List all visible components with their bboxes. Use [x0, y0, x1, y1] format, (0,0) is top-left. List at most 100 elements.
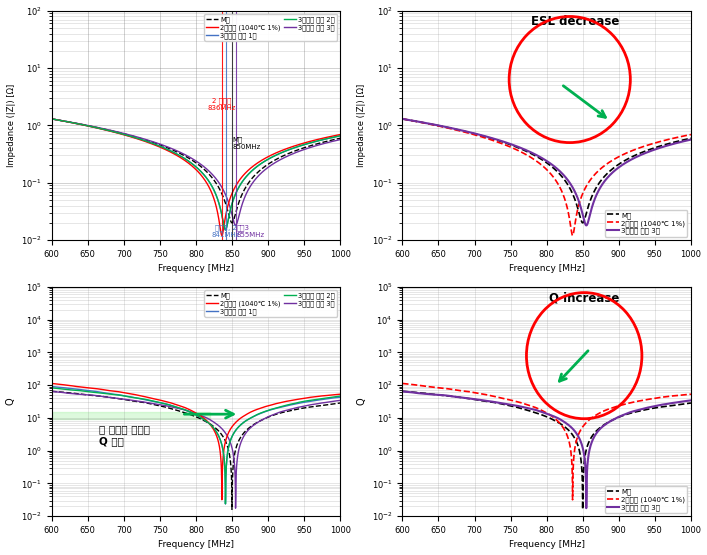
3차년도 설계 3안 [398, 115, 407, 122]
M사 [678, 137, 686, 143]
3차년도 설계 3안 [336, 397, 344, 403]
Y-axis label: Q: Q [6, 398, 16, 405]
2차년도 (1040℃ 1%) [413, 382, 421, 388]
2차년도 (1040℃ 1%) [539, 407, 547, 414]
M사 [413, 389, 421, 396]
3차년도 설계 3안 [539, 155, 547, 162]
3차년도 설계 2안 [221, 226, 230, 233]
Line: 2차년도 (1040℃ 1%): 2차년도 (1040℃ 1%) [402, 119, 691, 235]
3차년도 설계 2안 [221, 501, 230, 507]
Text: 2 차년도
836MHz: 2 차년도 836MHz [208, 97, 236, 111]
3차년도 설계 3안 [413, 390, 421, 396]
3차년도 설계 1안 [328, 395, 337, 401]
3차년도 설계 3안 [62, 390, 71, 396]
2차년도 (1040℃ 1%) [678, 133, 686, 139]
3차년도 설계 1안 [275, 150, 284, 157]
X-axis label: Frequency [MHz]: Frequency [MHz] [508, 541, 585, 549]
Text: Q increase: Q increase [549, 291, 619, 305]
M사 [578, 506, 587, 513]
M사 [275, 154, 284, 161]
2차년도 (1040℃ 1%) [568, 496, 577, 503]
3차년도 설계 2안 [180, 155, 189, 162]
M사 [336, 135, 344, 142]
Line: 3차년도 설계 3안: 3차년도 설계 3안 [52, 391, 340, 508]
M사 [679, 137, 687, 143]
Y-axis label: Q: Q [356, 398, 366, 405]
3차년도 설계 3안 [679, 398, 687, 405]
M사 [188, 157, 197, 164]
M사 [62, 118, 71, 125]
3차년도 설계 3안 [47, 115, 56, 122]
Y-axis label: Impedance (|Z|) [Ω]: Impedance (|Z|) [Ω] [357, 84, 366, 167]
3차년도 설계 1안 [221, 501, 230, 507]
3차년도 설계 3안 [47, 388, 56, 395]
3차년도 설계 2안 [275, 404, 284, 411]
3차년도 설계 3안 [275, 409, 284, 416]
3차년도 설계 3안 [231, 222, 240, 229]
3차년도 설계 2안 [180, 406, 189, 413]
3차년도 설계 3안 [679, 138, 687, 145]
2차년도 (1040℃ 1%) [336, 391, 344, 397]
Text: ESL decrease: ESL decrease [532, 16, 620, 28]
3차년도 설계 1안 [180, 406, 189, 413]
2차년도 (1040℃ 1%) [62, 382, 71, 388]
3차년도 설계 2안 [336, 133, 344, 139]
2차년도 (1040℃ 1%) [679, 133, 687, 139]
3차년도 설계 3안 [188, 409, 197, 416]
2차년도 (1040℃ 1%) [531, 157, 539, 163]
M사 [188, 412, 197, 418]
3차년도 설계 3안 [231, 505, 240, 512]
M사 [328, 137, 337, 143]
2차년도 (1040℃ 1%) [180, 157, 189, 163]
Legend: M사, 2차년도 (1040℃ 1%), 3차년도 설계 3안: M사, 2차년도 (1040℃ 1%), 3차년도 설계 3안 [604, 486, 687, 513]
3차년도 설계 3안 [686, 137, 695, 143]
3차년도 설계 1안 [47, 115, 56, 122]
3차년도 설계 2안 [328, 394, 337, 401]
3차년도 설계 1안 [188, 410, 197, 416]
2차년도 (1040℃ 1%) [626, 148, 634, 155]
Text: 설계1, 2
841MHz: 설계1, 2 841MHz [211, 224, 240, 238]
3차년도 설계 1안 [336, 394, 344, 401]
3차년도 설계 3안 [531, 406, 539, 413]
2차년도 (1040℃ 1%) [626, 400, 634, 406]
2차년도 (1040℃ 1%) [218, 496, 226, 503]
3차년도 설계 2안 [47, 115, 56, 122]
3차년도 설계 3안 [413, 118, 421, 125]
3차년도 설계 1안 [327, 395, 336, 401]
Line: 3차년도 설계 1안: 3차년도 설계 1안 [52, 119, 340, 230]
2차년도 (1040℃ 1%) [328, 392, 337, 398]
M사 [228, 219, 236, 226]
2차년도 (1040℃ 1%) [327, 392, 336, 398]
3차년도 설계 3안 [539, 409, 547, 416]
M사 [47, 115, 56, 122]
3차년도 설계 3안 [327, 138, 336, 145]
3차년도 설계 3안 [626, 409, 634, 416]
2차년도 (1040℃ 1%) [218, 232, 226, 239]
Legend: M사, 2차년도 (1040℃ 1%), 3차년도 설계 3안: M사, 2차년도 (1040℃ 1%), 3차년도 설계 3안 [604, 210, 687, 236]
2차년도 (1040℃ 1%) [62, 118, 71, 125]
Text: 순 주파수 영역대
Q 상승: 순 주파수 영역대 Q 상승 [98, 424, 150, 446]
3차년도 설계 3안 [398, 388, 407, 395]
3차년도 설계 1안 [221, 226, 230, 233]
Line: 3차년도 설계 3안: 3차년도 설계 3안 [402, 119, 691, 225]
Line: 3차년도 설계 3안: 3차년도 설계 3안 [402, 391, 691, 508]
3차년도 설계 1안 [62, 385, 71, 391]
Line: M사: M사 [52, 119, 340, 223]
3차년도 설계 3안 [328, 398, 337, 405]
Legend: M사, 2차년도 (1040℃ 1%), 3차년도 설계 1안, 3차년도 설계 2안, 3차년도 설계 3안: M사, 2차년도 (1040℃ 1%), 3차년도 설계 1안, 3차년도 설계… [204, 290, 337, 317]
M사 [686, 400, 695, 406]
3차년도 설계 2안 [327, 394, 336, 401]
2차년도 (1040℃ 1%) [336, 131, 344, 138]
2차년도 (1040℃ 1%) [188, 163, 197, 169]
X-axis label: Frequency [MHz]: Frequency [MHz] [158, 541, 234, 549]
3차년도 설계 1안 [62, 118, 71, 125]
2차년도 (1040℃ 1%) [275, 148, 284, 155]
Line: 2차년도 (1040℃ 1%): 2차년도 (1040℃ 1%) [52, 384, 340, 500]
3차년도 설계 2안 [62, 118, 71, 125]
Line: 3차년도 설계 3안: 3차년도 설계 3안 [52, 119, 340, 225]
M사 [180, 152, 189, 159]
M사 [686, 135, 695, 142]
M사 [62, 389, 71, 396]
2차년도 (1040℃ 1%) [678, 392, 686, 398]
M사 [327, 401, 336, 407]
